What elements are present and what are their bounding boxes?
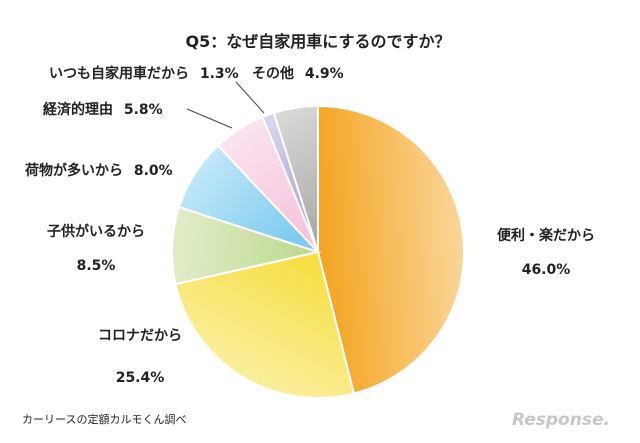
watermark-text: Response.	[512, 410, 610, 430]
label-luggage-value: 8.0%	[134, 163, 173, 179]
label-economic-value: 5.8%	[124, 102, 163, 118]
label-economic-name: 経済的理由	[43, 101, 113, 118]
label-other: その他 4.9%	[252, 65, 344, 82]
label-luggage-name: 荷物が多いから	[24, 162, 123, 179]
value-children: 8.5%	[77, 258, 116, 274]
label-other-name: その他	[252, 65, 294, 82]
label-other-value: 4.9%	[305, 66, 344, 82]
source-note: カーリースの定額カルモくん調べ	[22, 412, 186, 426]
value-corona: 25.4%	[116, 370, 165, 386]
pie-slice-1	[174, 250, 356, 399]
value-convenient: 46.0%	[522, 262, 571, 278]
label-always-car-value: 1.3%	[200, 66, 239, 82]
chart-title: Q5：なぜ自家用車にするのですか？	[186, 32, 451, 51]
label-luggage: 荷物が多いから 8.0%	[24, 162, 173, 179]
label-always-car: いつも自家用車だから 1.3%	[49, 65, 239, 82]
leader-line-economic	[186, 108, 233, 129]
pie-slice-0	[317, 104, 465, 395]
label-economic: 経済的理由 5.8%	[43, 101, 163, 118]
response-watermark: Response.	[512, 410, 610, 430]
label-children: 子供がいるから	[47, 223, 145, 240]
label-convenient: 便利・楽だから	[497, 227, 595, 244]
pie-slice-6	[272, 104, 319, 253]
label-corona: コロナだから	[98, 328, 182, 344]
label-always-car-name: いつも自家用車だから	[49, 65, 189, 82]
pie-slices	[171, 104, 465, 399]
leader-line-always-car	[235, 81, 265, 114]
